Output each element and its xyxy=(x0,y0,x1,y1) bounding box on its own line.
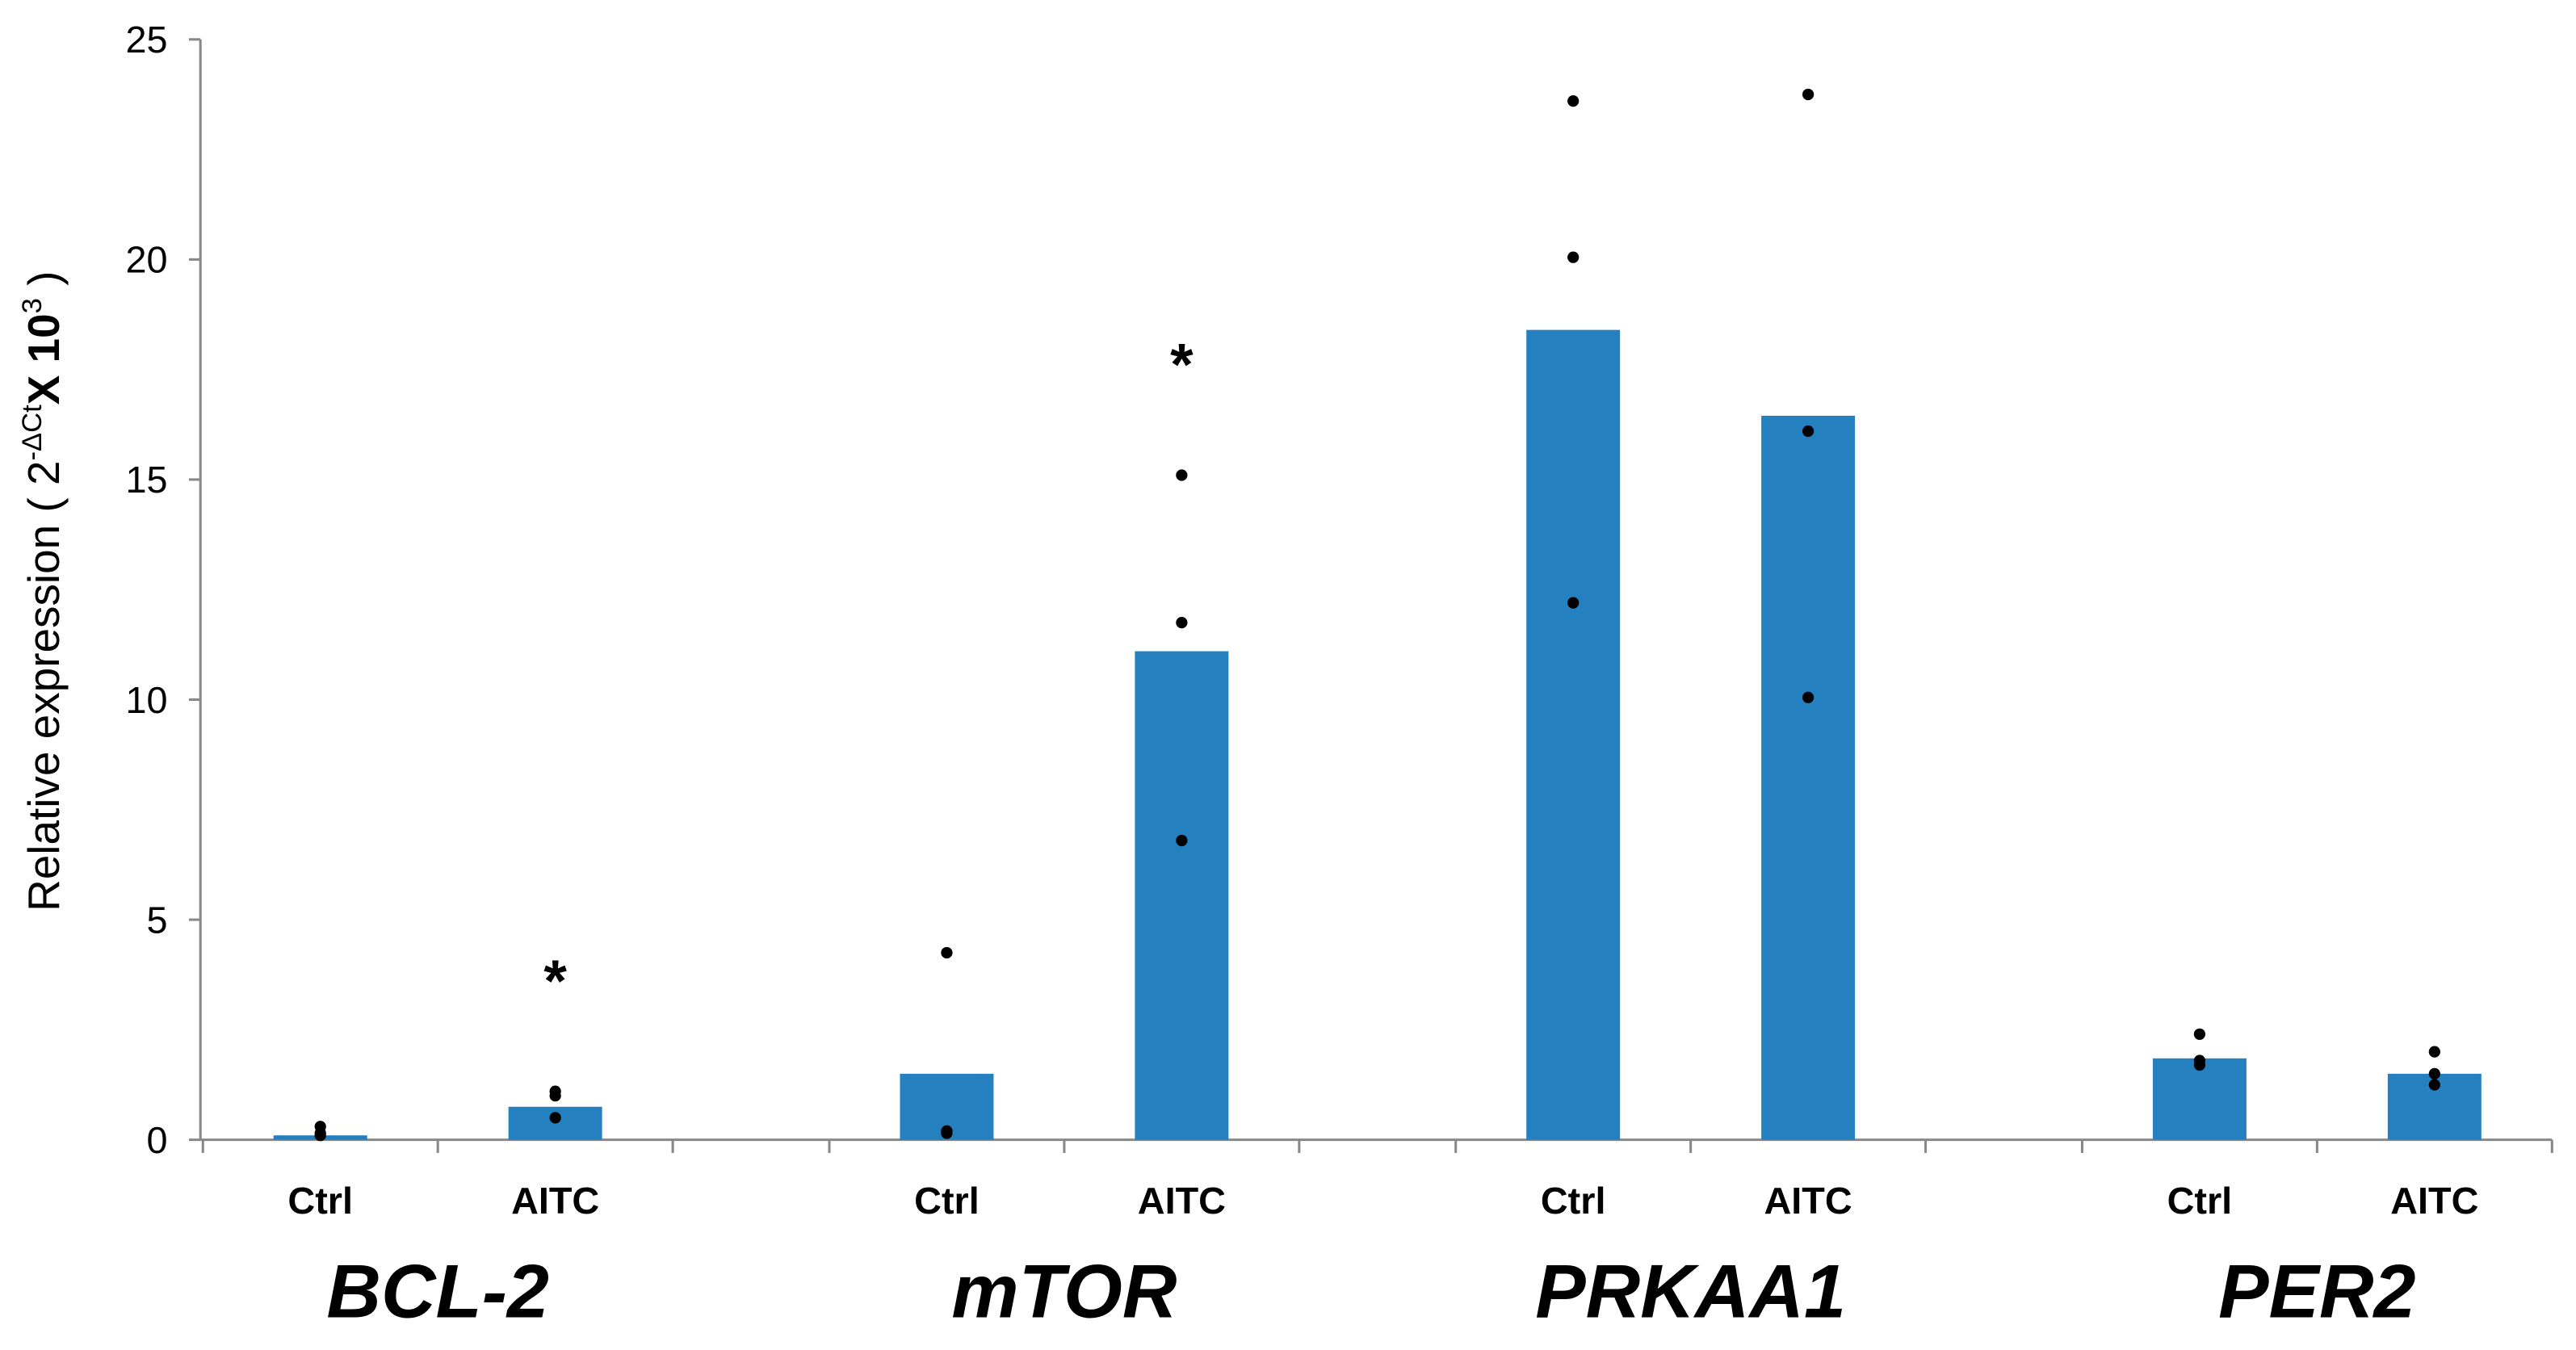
significance-mark: * xyxy=(543,948,567,1014)
significance-mark: * xyxy=(1170,332,1194,398)
y-axis-label: Relative expression ( 2-ΔCtX 103 ) xyxy=(17,271,69,912)
data-point xyxy=(1567,251,1580,263)
data-point xyxy=(1176,834,1188,847)
bar xyxy=(1761,415,1856,1140)
x-tick-label: Ctrl xyxy=(287,1180,353,1222)
x-tick-label: Ctrl xyxy=(2167,1180,2233,1222)
data-point xyxy=(2193,1059,2206,1071)
data-point xyxy=(1176,469,1188,481)
data-point xyxy=(549,1090,561,1102)
data-point xyxy=(1567,597,1580,609)
y-tick-label: 0 xyxy=(146,1119,167,1161)
x-tick-label: AITC xyxy=(1764,1180,1852,1222)
y-label-text: Relative expression ( 2 xyxy=(19,461,69,912)
x-tick-label: AITC xyxy=(2390,1180,2478,1222)
y-tick-label: 15 xyxy=(125,459,167,501)
bar xyxy=(1135,651,1229,1140)
data-point xyxy=(941,946,953,959)
group-label: mTOR xyxy=(951,1248,1177,1333)
group-label: PRKAA1 xyxy=(1535,1248,1846,1333)
data-point xyxy=(2428,1067,2440,1080)
data-point xyxy=(549,1112,561,1124)
bar xyxy=(2152,1058,2247,1140)
y-label-sup: 3 xyxy=(17,298,48,313)
y-label-end: ) xyxy=(19,271,69,299)
data-point xyxy=(941,1127,953,1139)
x-tick-label: Ctrl xyxy=(1541,1180,1606,1222)
x-tick-label: AITC xyxy=(1138,1180,1226,1222)
bar xyxy=(1526,329,1621,1140)
data-point xyxy=(1176,616,1188,629)
y-label-sup: -ΔCt xyxy=(17,405,48,461)
data-point xyxy=(1802,691,1815,703)
data-point xyxy=(1802,425,1815,438)
group-label: PER2 xyxy=(2218,1248,2415,1333)
y-tick-label: 5 xyxy=(146,899,167,941)
group-label: BCL-2 xyxy=(326,1248,549,1333)
data-point xyxy=(314,1130,326,1142)
x-tick-label: AITC xyxy=(511,1180,599,1222)
data-point xyxy=(2193,1028,2206,1040)
x-tick-label: Ctrl xyxy=(914,1180,980,1222)
data-point xyxy=(1802,88,1815,101)
data-point xyxy=(1567,95,1580,107)
data-point xyxy=(2428,1046,2440,1058)
y-tick-label: 10 xyxy=(125,679,167,721)
y-tick-label: 25 xyxy=(125,19,167,61)
y-tick-label: 20 xyxy=(125,239,167,281)
data-point xyxy=(2428,1079,2440,1091)
y-label-mid: X 10 xyxy=(19,313,69,405)
